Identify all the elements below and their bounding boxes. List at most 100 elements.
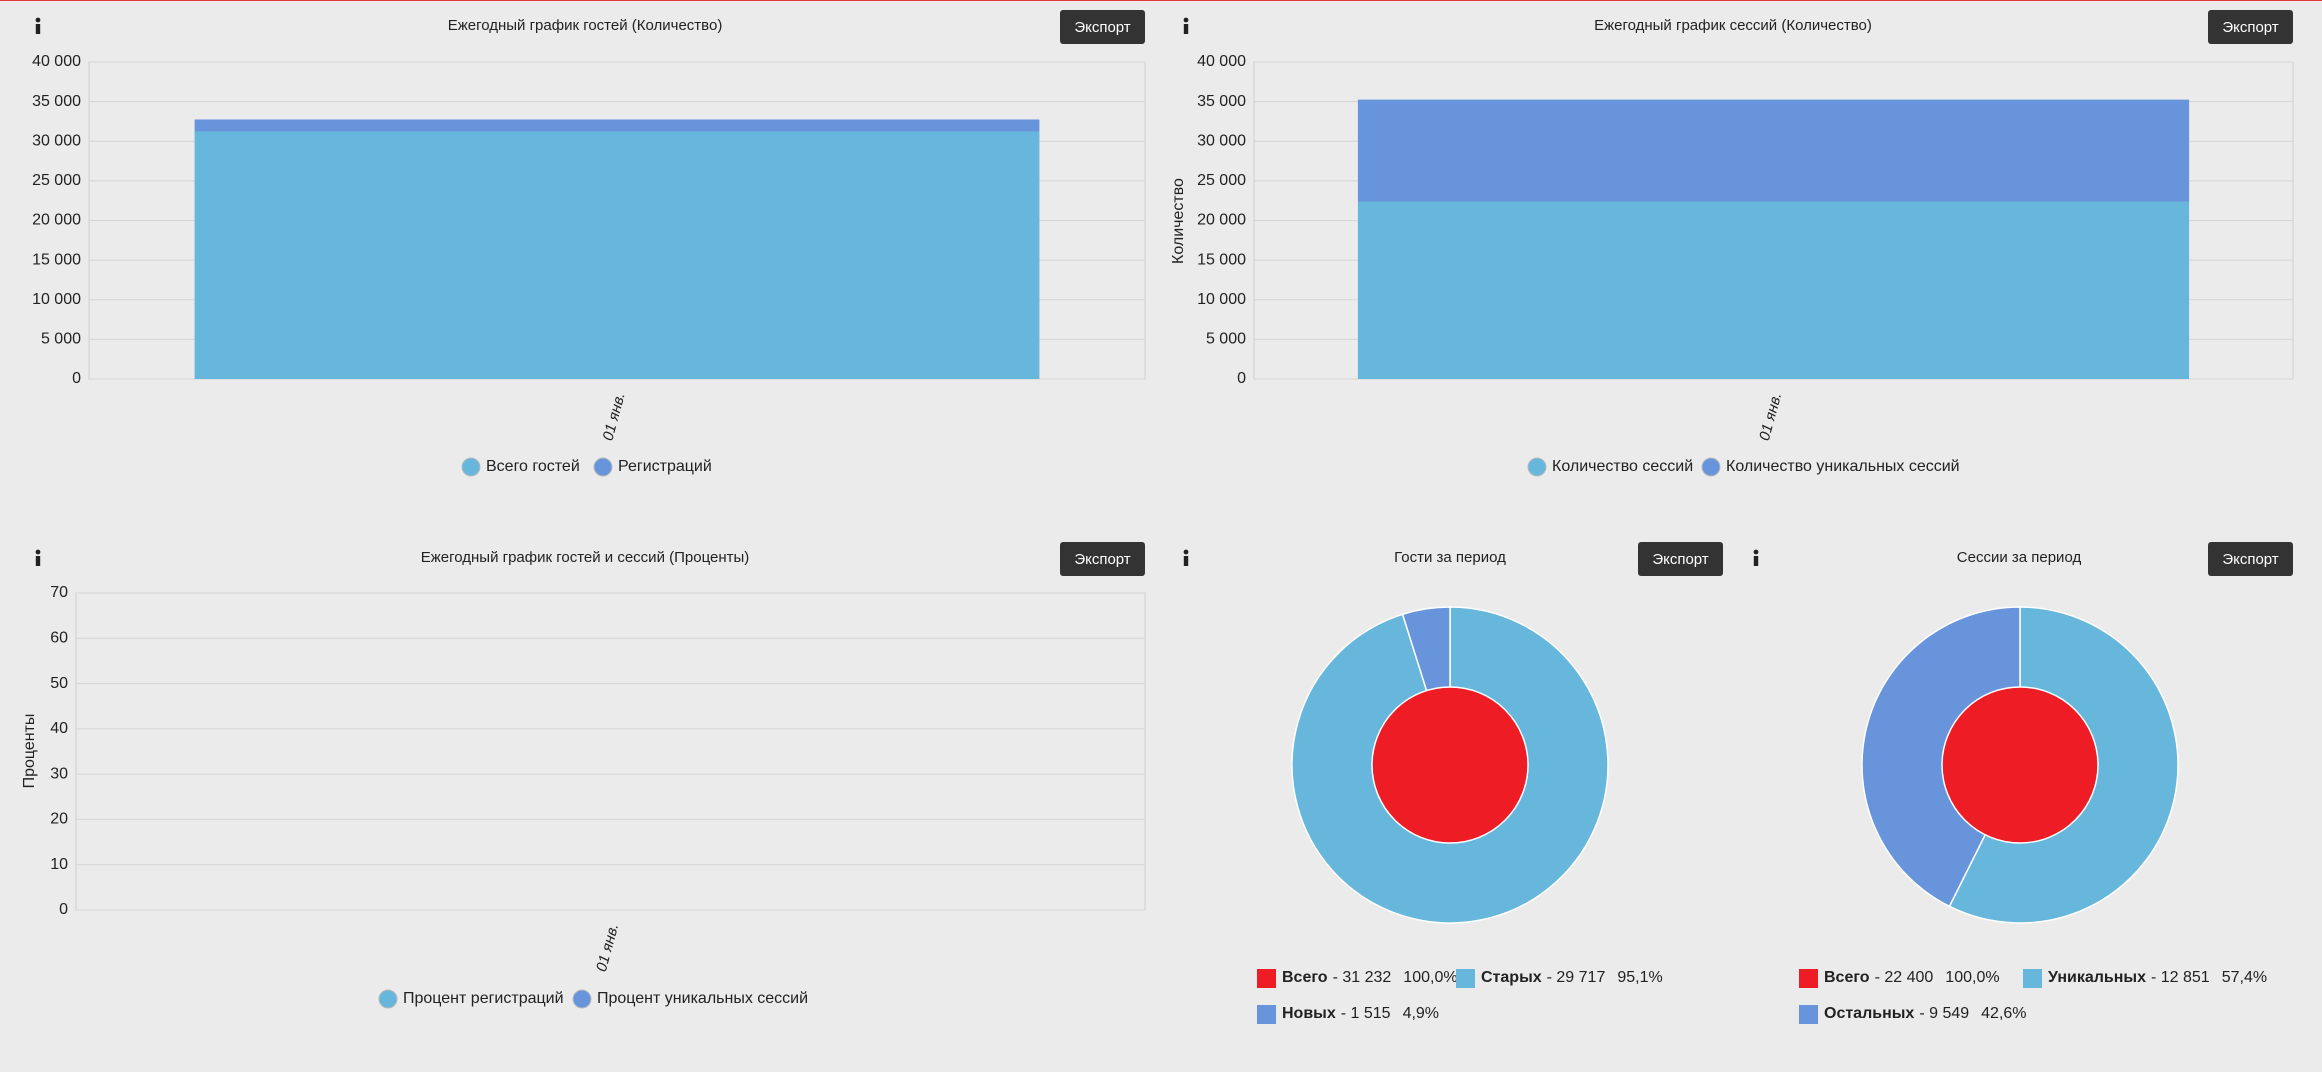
legend-marker: [593, 457, 613, 477]
export-button[interactable]: Экспорт: [1638, 542, 1723, 576]
pie-center: [1371, 686, 1529, 844]
legend-name: Всего: [1282, 969, 1328, 986]
chart-title: Ежегодный график гостей (Количество): [448, 17, 723, 34]
legend-item: Остальных9 549 42,6%: [1799, 1002, 2027, 1026]
info-dot: [1183, 17, 1189, 23]
info-icon[interactable]: [1753, 549, 1759, 566]
button-label: Экспорт: [2222, 19, 2278, 36]
legend-item: Старых 29 717 95,1%: [1456, 966, 1663, 990]
export-button[interactable]: Экспорт: [2208, 542, 2293, 576]
pie-center: [1941, 686, 2099, 844]
button-label: Экспорт: [1074, 19, 1130, 36]
info-dot: [35, 17, 41, 23]
x-tick-label: 01 янв.: [593, 922, 622, 974]
legend-value: 12 851: [2151, 969, 2210, 987]
y-tick-label: 30: [50, 765, 68, 782]
y-axis-label: Проценты: [21, 714, 38, 789]
legend-swatch: [1799, 968, 1818, 988]
info-icon[interactable]: [35, 17, 41, 34]
legend-name: Остальных: [1824, 1005, 1915, 1022]
y-tick-label: 40 000: [32, 53, 81, 70]
y-tick-label: 20 000: [1197, 212, 1246, 229]
chart-title: Ежегодный график гостей и сессий (Процен…: [421, 549, 750, 566]
legend-percent: 57,4%: [2221, 969, 2268, 986]
legend-name: Старых: [1481, 969, 1542, 986]
y-tick-label: 25 000: [1197, 172, 1246, 189]
chart-title: Ежегодный график сессий (Количество): [1594, 17, 1872, 34]
legend-value: 22 400: [1875, 969, 1933, 987]
y-axis-label: Количество: [1170, 178, 1187, 264]
y-tick-label: 50: [50, 675, 68, 692]
info-stem: [1753, 556, 1759, 566]
button-bg: [2208, 10, 2293, 44]
button-bg: [1060, 542, 1145, 576]
legend-swatch: [2023, 968, 2042, 988]
y-tick-label: 10 000: [32, 291, 81, 308]
info-dot: [35, 549, 41, 555]
plot-area: [75, 592, 1146, 911]
legend-percent: 42,6%: [1981, 1005, 2027, 1022]
legend-marker: [1701, 457, 1721, 477]
y-tick-label: 10: [50, 856, 68, 873]
legend-percent: 100,0%: [1403, 969, 1458, 986]
info-icon[interactable]: [35, 549, 41, 566]
legend-marker: [461, 457, 481, 477]
legend-item: Уникальных 12 851 57,4%: [2023, 966, 2267, 990]
legend-value: 29 717: [1547, 969, 1605, 987]
legend-value: 9 549: [1919, 1005, 1969, 1023]
legend-value: 1 515: [1341, 1005, 1391, 1023]
info-dot: [1183, 549, 1189, 555]
legend-swatch: [1456, 968, 1475, 988]
y-tick-label: 60: [50, 630, 68, 647]
legend-label: Количество сессий: [1552, 458, 1693, 475]
legend-name: Всего: [1824, 969, 1870, 986]
y-tick-label: 0: [1237, 370, 1246, 387]
y-tick-label: 5 000: [1206, 331, 1246, 348]
y-tick-label: 30 000: [32, 132, 81, 149]
button-label: Экспорт: [2222, 551, 2278, 568]
bar: [1357, 99, 2190, 202]
legend-item: Новых 1 515 4,9%: [1257, 1002, 1439, 1026]
y-tick-label: 10 000: [1197, 291, 1246, 308]
export-button[interactable]: Экспорт: [1060, 542, 1145, 576]
y-tick-label: 5 000: [41, 331, 81, 348]
info-stem: [1183, 556, 1189, 566]
legend-percent: 100,0%: [1945, 969, 2000, 986]
y-tick-label: 15 000: [1197, 251, 1246, 268]
x-tick-label: 01 янв.: [600, 391, 629, 443]
y-tick-label: 40: [50, 720, 68, 737]
legend-swatch: [1799, 1004, 1818, 1024]
legend-swatch: [1257, 968, 1276, 988]
legend-value: 31 232: [1333, 969, 1391, 987]
info-dot: [1753, 549, 1759, 555]
legend-marker: [378, 989, 398, 1009]
y-tick-label: 35 000: [1197, 93, 1246, 110]
chart-title: Сессии за период: [1957, 549, 2082, 566]
legend-percent: 95,1%: [1617, 969, 1663, 986]
y-tick-label: 40 000: [1197, 53, 1246, 70]
legend-item: Всего 22 400 100,0%: [1799, 966, 2000, 990]
info-icon[interactable]: [1183, 17, 1189, 34]
x-tick-label: 01 янв.: [1756, 391, 1785, 443]
y-tick-label: 35 000: [32, 93, 81, 110]
legend-marker: [572, 989, 592, 1009]
button-label: Экспорт: [1074, 551, 1130, 568]
legend-label: Всего гостей: [486, 458, 580, 475]
y-tick-label: 70: [50, 584, 68, 601]
button-bg: [1060, 10, 1145, 44]
info-stem: [35, 556, 41, 566]
legend-label: Процент уникальных сессий: [597, 990, 808, 1007]
bar: [1357, 201, 2190, 379]
y-tick-label: 0: [72, 370, 81, 387]
export-button[interactable]: Экспорт: [1060, 10, 1145, 44]
button-bg: [1638, 542, 1723, 576]
legend-name: Новых: [1282, 1005, 1336, 1022]
export-button[interactable]: Экспорт: [2208, 10, 2293, 44]
info-icon[interactable]: [1183, 549, 1189, 566]
chart-title: Гости за период: [1394, 549, 1506, 566]
legend-label: Количество уникальных сессий: [1726, 458, 1960, 475]
legend-percent: 4,9%: [1402, 1005, 1440, 1022]
info-stem: [1183, 24, 1189, 34]
